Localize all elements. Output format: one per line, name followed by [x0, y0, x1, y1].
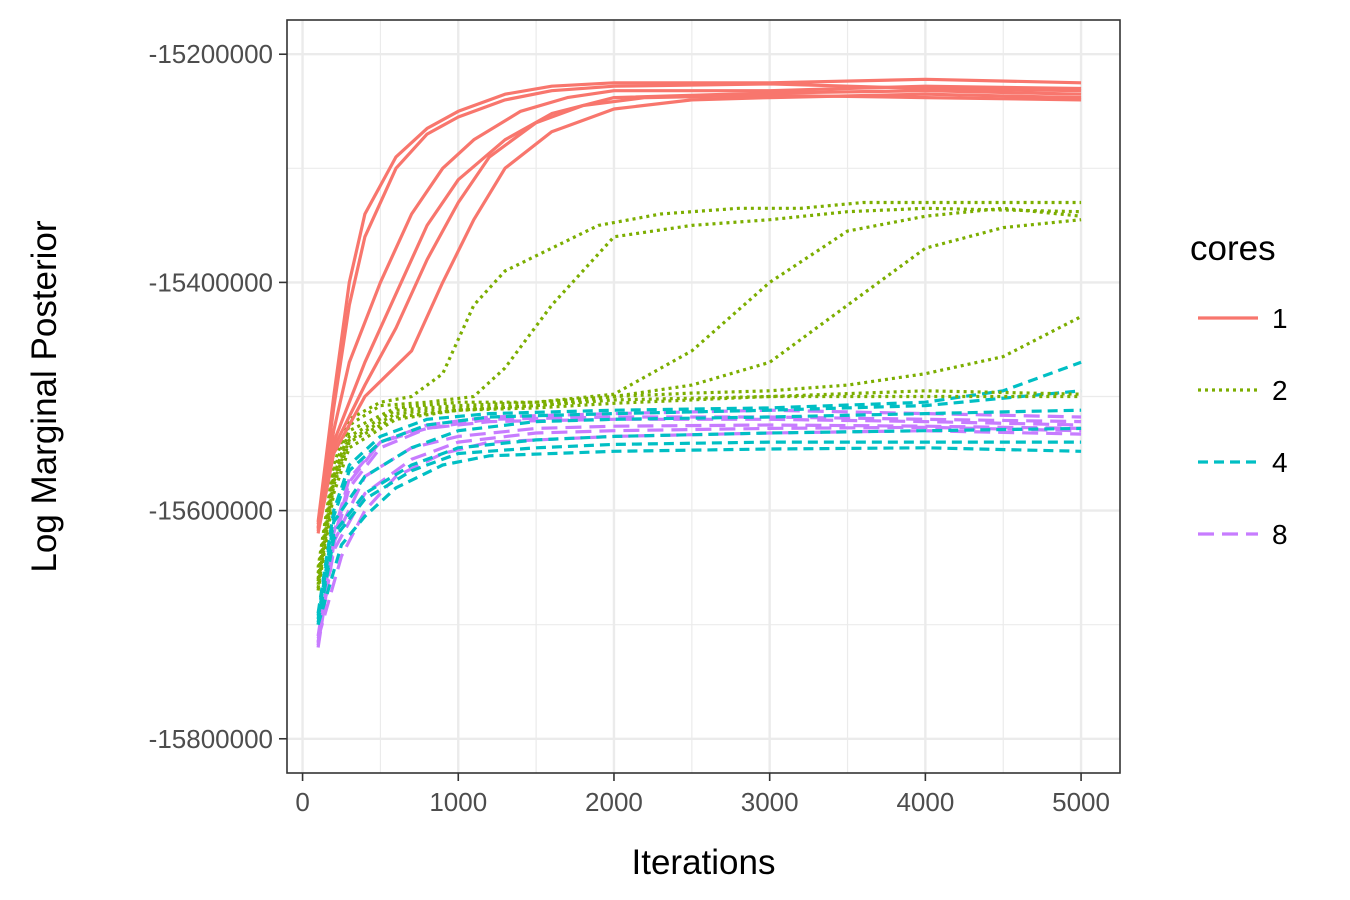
series-line-cores-8: [316, 417, 1082, 637]
x-tick-label: 1000: [429, 787, 487, 817]
x-tick-label: 3000: [741, 787, 799, 817]
y-axis: -15200000 -15400000 -15600000 -15800000: [149, 39, 287, 754]
series-line-cores-4: [316, 360, 1082, 614]
series-line-cores-4: [316, 426, 1082, 623]
series-line-cores-8: [316, 429, 1082, 639]
x-tick-label: 4000: [896, 787, 954, 817]
legend-label-4: 4: [1272, 447, 1288, 478]
legend-title: cores: [1190, 229, 1276, 268]
legend-label-8: 8: [1272, 519, 1288, 550]
y-tick-label: -15200000: [149, 39, 273, 69]
series-line-cores-1: [316, 92, 1082, 534]
series-layer: [316, 77, 1082, 648]
y-tick-label: -15400000: [149, 267, 273, 297]
y-tick-label: -15600000: [149, 496, 273, 526]
x-tick-label: 2000: [585, 787, 643, 817]
series-line-cores-4: [316, 389, 1082, 616]
series-line-cores-2: [316, 206, 1082, 580]
series-line-cores-1: [316, 93, 1082, 532]
x-axis-title: Iterations: [632, 843, 776, 882]
x-tick-label: 0: [295, 787, 309, 817]
legend: cores 1 2 4 8: [1190, 229, 1288, 550]
series-line-cores-1: [316, 82, 1082, 528]
grid-major: [287, 20, 1120, 773]
series-line-cores-2: [316, 315, 1082, 586]
x-tick-label: 5000: [1052, 787, 1110, 817]
series-line-cores-1: [316, 89, 1082, 530]
panel-border: [286, 19, 1121, 774]
series-line-cores-1: [316, 84, 1082, 525]
series-line-cores-2: [316, 389, 1082, 591]
legend-label-1: 1: [1272, 303, 1288, 334]
series-line-cores-4: [316, 446, 1082, 626]
series-line-cores-2: [316, 394, 1082, 589]
series-line-cores-8: [316, 423, 1082, 643]
legend-label-2: 2: [1272, 375, 1288, 406]
x-axis: 0 1000 2000 3000 4000 5000: [295, 773, 1110, 817]
y-tick-label: -15800000: [149, 724, 273, 754]
series-line-cores-2: [316, 200, 1082, 568]
series-line-cores-4: [316, 440, 1082, 625]
y-axis-title: Log Marginal Posterior: [25, 220, 64, 572]
series-line-cores-8: [316, 425, 1082, 644]
series-line-cores-4: [316, 408, 1082, 620]
